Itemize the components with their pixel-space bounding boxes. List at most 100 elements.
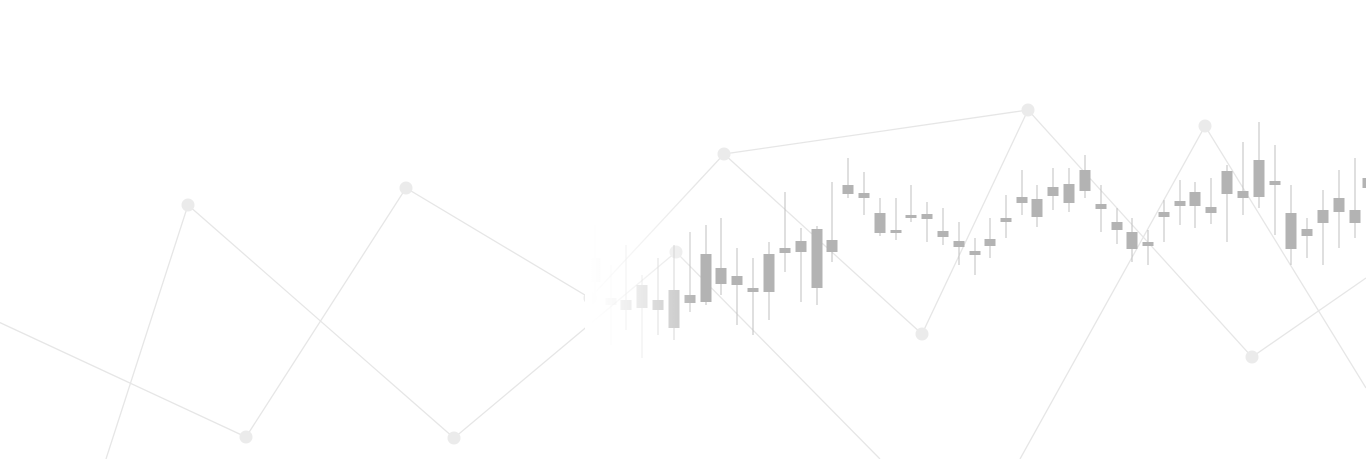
network-node — [1245, 350, 1259, 364]
network-node — [717, 147, 731, 161]
candle — [953, 222, 965, 265]
candle-body — [715, 268, 727, 284]
candle-body — [984, 239, 996, 246]
candle-body — [1237, 191, 1249, 198]
candle — [1317, 190, 1329, 265]
network-node — [915, 327, 929, 341]
network-node — [1021, 103, 1035, 117]
candle — [1063, 168, 1075, 212]
network-node — [447, 431, 461, 445]
candle — [1031, 185, 1043, 227]
candle-body — [1269, 181, 1281, 185]
candle-body — [842, 185, 854, 194]
candle-body — [921, 214, 933, 219]
candle — [1016, 170, 1028, 215]
candle-body — [1016, 197, 1028, 203]
candle-body — [731, 276, 743, 285]
candle — [731, 248, 743, 325]
candle-body — [874, 213, 886, 233]
candle — [1158, 200, 1170, 242]
candle — [826, 182, 838, 262]
candle — [1047, 168, 1059, 210]
candle — [1095, 185, 1107, 232]
candle — [1126, 218, 1138, 262]
candle — [1174, 180, 1186, 225]
candle-body — [1000, 218, 1012, 222]
network-node — [399, 181, 413, 195]
candle — [1221, 165, 1233, 242]
candle-body — [1362, 178, 1366, 188]
candle-body — [1126, 232, 1138, 249]
candle-body — [1221, 171, 1233, 194]
candle — [842, 158, 854, 198]
candle-body — [700, 254, 712, 302]
candle — [874, 198, 886, 236]
candle — [905, 185, 917, 222]
candlestick-series — [589, 122, 1366, 358]
candle-body — [1142, 242, 1154, 246]
candle — [890, 198, 902, 240]
candle — [1301, 218, 1313, 258]
candle — [969, 238, 981, 275]
candle-body — [811, 229, 823, 288]
network-line — [105, 203, 881, 459]
candle-body — [1047, 187, 1059, 196]
candle — [937, 208, 949, 245]
candle — [984, 218, 996, 258]
candle-body — [858, 193, 870, 198]
candle — [1362, 178, 1366, 188]
candle-body — [890, 230, 902, 233]
candle — [1285, 185, 1297, 265]
fade-overlay — [585, 150, 705, 380]
candle-body — [763, 254, 775, 292]
candle-body — [905, 215, 917, 218]
candle-body — [1031, 199, 1043, 217]
candle-body — [1285, 213, 1297, 249]
candle — [1079, 155, 1091, 198]
candle-body — [1063, 184, 1075, 203]
candle — [1000, 195, 1012, 238]
candle — [763, 242, 775, 320]
candle-body — [1205, 207, 1217, 213]
network-node — [239, 430, 253, 444]
network-node — [1198, 119, 1212, 133]
candle-body — [747, 288, 759, 292]
candle — [921, 202, 933, 242]
candle — [795, 228, 807, 302]
candle — [811, 226, 823, 305]
candle-body — [1333, 198, 1345, 212]
candle-body — [1189, 192, 1201, 206]
candle-body — [969, 251, 981, 255]
candle — [1205, 178, 1217, 224]
candle — [700, 225, 712, 305]
candle-body — [1253, 160, 1265, 197]
candle — [1269, 145, 1281, 235]
candle-body — [953, 241, 965, 247]
candle — [779, 192, 791, 272]
candle — [1142, 230, 1154, 265]
candle — [1349, 158, 1361, 238]
candle — [858, 172, 870, 215]
candle-body — [1317, 210, 1329, 223]
candle — [1237, 142, 1249, 215]
candle-body — [937, 231, 949, 237]
candle — [747, 258, 759, 335]
candle-body — [1111, 222, 1123, 230]
network-node — [181, 198, 195, 212]
candle-body — [1349, 210, 1361, 223]
candle — [1189, 182, 1201, 228]
candle — [1333, 170, 1345, 248]
candle-body — [1095, 204, 1107, 209]
candle — [1253, 122, 1265, 208]
candle — [715, 218, 727, 295]
candle-body — [1079, 170, 1091, 191]
candle — [1111, 208, 1123, 244]
candle-body — [1158, 212, 1170, 217]
candle-body — [1174, 201, 1186, 206]
candle-body — [779, 248, 791, 253]
candle-body — [1301, 229, 1313, 236]
candle-body — [826, 240, 838, 252]
candle-body — [795, 241, 807, 252]
